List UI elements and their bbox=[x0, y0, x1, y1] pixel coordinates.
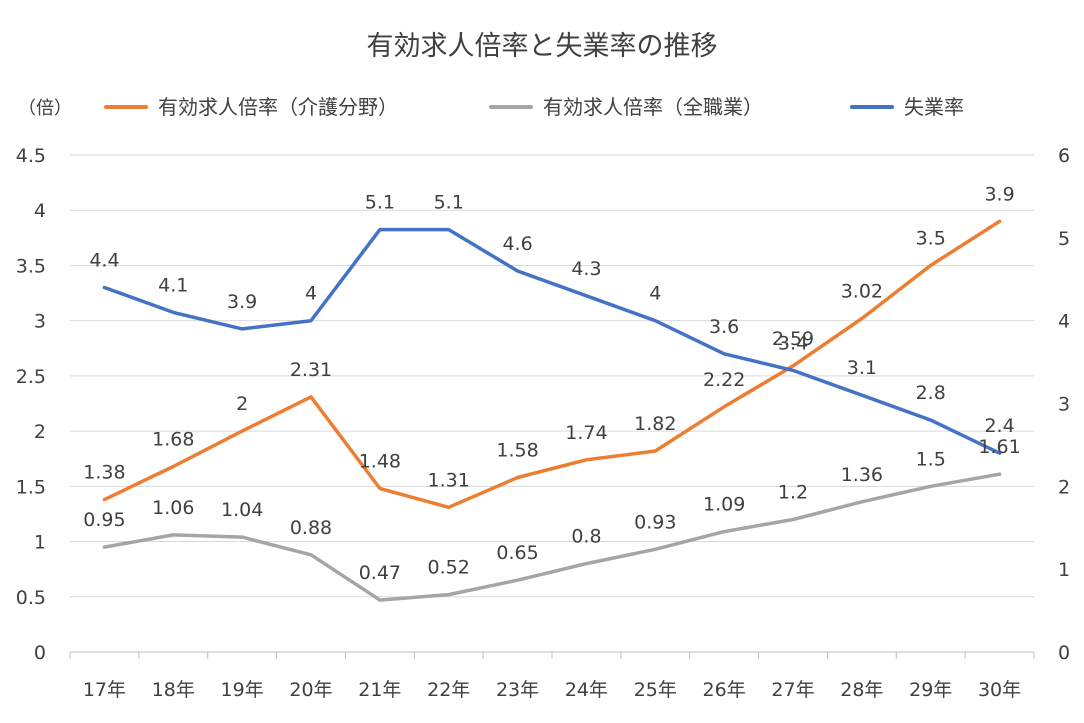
y-right-tick-label: 5 bbox=[1058, 228, 1070, 250]
y-left-tick-label: 4.5 bbox=[16, 145, 46, 167]
data-label: 1.04 bbox=[221, 499, 263, 521]
y-left-tick-label: 0.5 bbox=[16, 587, 46, 609]
series-line bbox=[102, 472, 1002, 602]
data-label: 0.65 bbox=[496, 542, 538, 564]
y-left-tick-label: 3 bbox=[34, 311, 46, 333]
x-tick-label: 28年 bbox=[840, 679, 883, 701]
data-labels: 1.38 1.68 2 2.31 1.48 1.31 1.58 1.74 1.82 2.22 2.5… bbox=[83, 183, 1020, 584]
data-label: 4 bbox=[305, 283, 317, 305]
legend-entry: 失業率 bbox=[904, 95, 964, 119]
data-label: 4 bbox=[649, 283, 661, 305]
data-label: 3.1 bbox=[847, 357, 877, 379]
x-tick-label: 18年 bbox=[152, 679, 195, 701]
data-label: 1.58 bbox=[496, 439, 538, 461]
gridlines bbox=[70, 154, 1034, 598]
x-tick-label: 17年 bbox=[83, 679, 126, 701]
data-label: 0.95 bbox=[83, 509, 125, 531]
x-tick-label: 23年 bbox=[496, 679, 539, 701]
x-tick-label: 27年 bbox=[771, 679, 814, 701]
y-left-tick-label: 2.5 bbox=[16, 366, 46, 388]
data-label: 2 bbox=[236, 393, 248, 415]
data-label: 1.06 bbox=[152, 497, 194, 519]
y-right-tick-label: 2 bbox=[1058, 476, 1070, 498]
data-label: 2.8 bbox=[916, 382, 946, 404]
data-label: 1.36 bbox=[841, 464, 883, 486]
series-line bbox=[102, 227, 1002, 455]
data-label: 1.74 bbox=[565, 422, 607, 444]
y-right-tick-label: 6 bbox=[1058, 145, 1070, 167]
x-tick-label: 25年 bbox=[634, 679, 677, 701]
legend: 有効求人倍率（介護分野） 有効求人倍率（全職業） 失業率 bbox=[104, 95, 964, 119]
y-left-tick-label: 2 bbox=[34, 421, 46, 443]
y-right-tick-label: 0 bbox=[1058, 642, 1070, 664]
data-label: 5.1 bbox=[434, 192, 464, 214]
data-label: 1.48 bbox=[359, 451, 401, 473]
y-right-tick-label: 3 bbox=[1058, 394, 1070, 416]
y-left-tick-label: 4 bbox=[34, 200, 46, 222]
data-label: 1.82 bbox=[634, 413, 676, 435]
data-label: 1.61 bbox=[978, 436, 1020, 458]
data-label: 1.31 bbox=[428, 469, 470, 491]
data-label: 3.6 bbox=[709, 316, 739, 338]
y-left-tick-label: 0 bbox=[34, 642, 46, 664]
y-left-tick-label: 1 bbox=[34, 532, 46, 554]
data-label: 2.4 bbox=[984, 415, 1014, 437]
data-label: 0.88 bbox=[290, 517, 332, 539]
y-left-tick-label: 3.5 bbox=[16, 255, 46, 277]
data-label: 1.09 bbox=[703, 494, 745, 516]
data-label: 4.3 bbox=[571, 258, 601, 280]
data-label: 1.38 bbox=[83, 462, 125, 484]
data-label: 1.5 bbox=[916, 448, 946, 470]
legend-entry: 有効求人倍率（介護分野） bbox=[158, 95, 398, 119]
data-label: 0.47 bbox=[359, 562, 401, 584]
x-tick-label: 29年 bbox=[909, 679, 952, 701]
data-label: 2.31 bbox=[290, 359, 332, 381]
y-left-tick-label: 1.5 bbox=[16, 476, 46, 498]
series-lines bbox=[102, 219, 1002, 602]
data-label: 3.9 bbox=[227, 291, 257, 313]
chart-title: 有効求人倍率と失業率の推移 bbox=[367, 31, 718, 62]
x-tick-label: 19年 bbox=[221, 679, 264, 701]
series-line bbox=[102, 219, 1002, 510]
data-label: 4.1 bbox=[158, 274, 188, 296]
x-tick-label: 21年 bbox=[358, 679, 401, 701]
data-label: 0.93 bbox=[634, 511, 676, 533]
x-tick-label: 26年 bbox=[703, 679, 746, 701]
data-label: 2.59 bbox=[772, 328, 814, 350]
x-tick-label: 30年 bbox=[978, 679, 1021, 701]
data-label: 4.6 bbox=[502, 233, 532, 255]
data-label: 2.22 bbox=[703, 369, 745, 391]
axes: 0 0.5 1 1.5 2 2.5 3 3.5 4 4.5 0 1 2 3 4 5 6 17年 18年 19年 20年 2… bbox=[16, 145, 1070, 701]
x-tick-label: 22年 bbox=[427, 679, 470, 701]
data-label: 3.4 bbox=[778, 332, 808, 354]
data-label: 3.02 bbox=[841, 280, 883, 302]
x-tick-label: 24年 bbox=[565, 679, 608, 701]
data-label: 3.5 bbox=[916, 227, 946, 249]
y-right-tick-label: 1 bbox=[1058, 559, 1070, 581]
legend-entry: 有効求人倍率（全職業） bbox=[543, 95, 763, 119]
data-label: 1.2 bbox=[778, 481, 808, 503]
data-label: 1.68 bbox=[152, 428, 194, 450]
data-label: 4.4 bbox=[89, 250, 119, 272]
data-label: 0.52 bbox=[428, 557, 470, 579]
data-label: 5.1 bbox=[365, 192, 395, 214]
x-tick-label: 20年 bbox=[289, 679, 332, 701]
data-label: 3.9 bbox=[984, 183, 1014, 205]
data-label: 0.8 bbox=[571, 526, 601, 548]
y-right-tick-label: 4 bbox=[1058, 311, 1070, 333]
y-unit-label: （倍） bbox=[18, 98, 72, 119]
